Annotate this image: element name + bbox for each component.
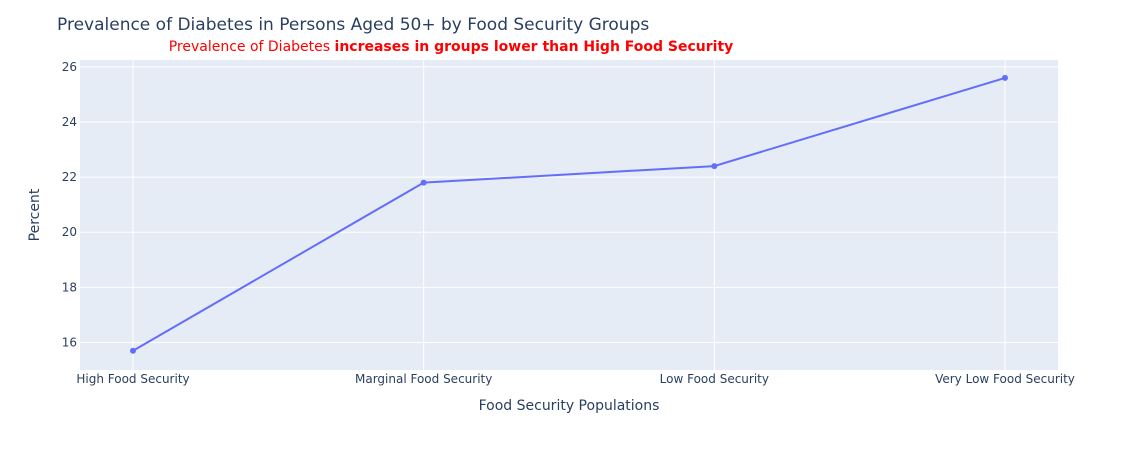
- y-axis-title: Percent: [27, 188, 43, 241]
- data-point: [711, 163, 718, 170]
- x-axis-title: Food Security Populations: [479, 398, 660, 414]
- series-points: [130, 74, 1008, 354]
- x-tick-label: High Food Security: [76, 372, 189, 386]
- chart-subtitle: Prevalence of Diabetes increases in grou…: [169, 39, 734, 55]
- x-tick-label: Marginal Food Security: [355, 372, 492, 386]
- subtitle-plain: Prevalence of Diabetes: [169, 39, 335, 55]
- y-tick-label: 16: [62, 335, 77, 349]
- y-axis-ticks: 16 18 20 22 24 26: [62, 60, 77, 350]
- gridlines: [80, 60, 1058, 370]
- x-tick-label: Very Low Food Security: [935, 372, 1075, 386]
- x-tick-label: Low Food Security: [660, 372, 769, 386]
- data-point: [130, 347, 136, 354]
- chart-title: Prevalence of Diabetes in Persons Aged 5…: [57, 15, 649, 35]
- data-point: [420, 179, 427, 186]
- y-tick-label: 18: [62, 280, 77, 294]
- subtitle-bold: increases in groups lower than High Food…: [335, 39, 734, 55]
- data-point: [1002, 74, 1008, 81]
- y-tick-label: 24: [62, 115, 77, 129]
- y-tick-label: 20: [62, 225, 77, 239]
- y-tick-label: 22: [62, 170, 77, 184]
- x-axis-ticks: High Food Security Marginal Food Security…: [76, 372, 1075, 386]
- series-line: [132, 76, 1006, 352]
- y-tick-label: 26: [62, 60, 77, 74]
